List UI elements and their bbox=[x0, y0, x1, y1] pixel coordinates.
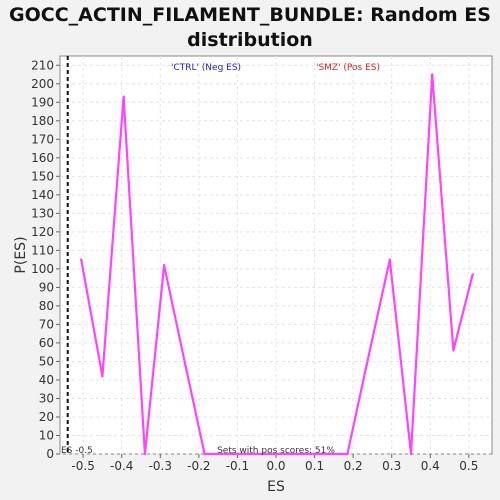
y-tick-label: 210 bbox=[31, 58, 54, 72]
y-tick-label: 80 bbox=[39, 299, 54, 313]
y-tick-label: 40 bbox=[39, 373, 54, 387]
x-tick-label: 0.3 bbox=[382, 459, 401, 473]
y-tick-label: 170 bbox=[31, 132, 54, 146]
es-marker-label: ES -0.5 bbox=[61, 446, 93, 456]
x-tick-label: -0.5 bbox=[71, 459, 94, 473]
y-tick-label: 0 bbox=[46, 447, 54, 461]
data-point bbox=[346, 452, 349, 456]
y-axis-label: P(ES) bbox=[13, 236, 29, 273]
x-tick-label: 0.2 bbox=[344, 459, 363, 473]
grid-layer bbox=[60, 56, 492, 455]
y-axis: 0 10 20 30 40 50 60 70 80 90 100 110 120 130 140 150 160… bbox=[31, 58, 60, 461]
x-axis: -0.5 -0.4 -0.3 -0.2 -0.1 0.0 0.1 0.2 0.3 0.4 0.5 bbox=[71, 454, 478, 473]
data-point bbox=[203, 452, 206, 456]
x-tick-label: -0.1 bbox=[226, 459, 249, 473]
chart-title-line2: distribution bbox=[187, 29, 313, 51]
y-tick-label: 110 bbox=[31, 243, 54, 257]
x-tick-label: 0.1 bbox=[305, 459, 324, 473]
data-point bbox=[101, 375, 104, 378]
x-tick-label: 0.0 bbox=[266, 459, 285, 473]
data-point bbox=[471, 273, 474, 276]
pos-scores-annotation: Sets with pos scores: 51% bbox=[217, 446, 335, 456]
y-tick-label: 100 bbox=[31, 262, 54, 276]
y-tick-label: 150 bbox=[31, 169, 54, 183]
data-point bbox=[122, 95, 125, 98]
data-point bbox=[162, 263, 166, 267]
marker-layer: ES -0.5 bbox=[61, 56, 93, 456]
y-tick-label: 20 bbox=[39, 410, 54, 424]
x-tick-label: 0.5 bbox=[459, 459, 478, 473]
data-point bbox=[80, 258, 83, 261]
series-line bbox=[80, 74, 474, 456]
y-tick-label: 50 bbox=[39, 354, 54, 368]
x-tick-label: 0.4 bbox=[421, 459, 440, 473]
y-tick-label: 130 bbox=[31, 206, 54, 220]
y-tick-label: 120 bbox=[31, 225, 54, 239]
y-tick-label: 190 bbox=[31, 95, 54, 109]
y-tick-label: 10 bbox=[39, 428, 54, 442]
y-tick-label: 140 bbox=[31, 188, 54, 202]
x-tick-label: -0.3 bbox=[149, 459, 172, 473]
y-tick-label: 90 bbox=[39, 280, 54, 294]
x-tick-label: -0.2 bbox=[187, 459, 210, 473]
data-point bbox=[452, 349, 455, 352]
y-tick-label: 30 bbox=[39, 391, 54, 405]
data-point bbox=[143, 452, 147, 456]
legend-pos: 'SMZ' (Pos ES) bbox=[316, 63, 380, 73]
data-point bbox=[365, 363, 368, 367]
y-tick-label: 70 bbox=[39, 317, 54, 331]
x-axis-label: ES bbox=[267, 479, 285, 495]
y-tick-label: 60 bbox=[39, 336, 54, 350]
x-tick-label: -0.4 bbox=[110, 459, 133, 473]
data-point bbox=[431, 73, 434, 76]
y-tick-label: 180 bbox=[31, 114, 54, 128]
data-point bbox=[388, 258, 391, 261]
legend-neg: 'CTRL' (Neg ES) bbox=[171, 63, 241, 73]
chart-title-line1: GOCC_ACTIN_FILAMENT_BUNDLE: Random ES bbox=[9, 4, 491, 26]
y-tick-label: 200 bbox=[31, 77, 54, 91]
series-layer bbox=[80, 73, 474, 456]
data-point bbox=[409, 452, 413, 456]
data-point bbox=[184, 363, 187, 367]
y-tick-label: 160 bbox=[31, 151, 54, 165]
